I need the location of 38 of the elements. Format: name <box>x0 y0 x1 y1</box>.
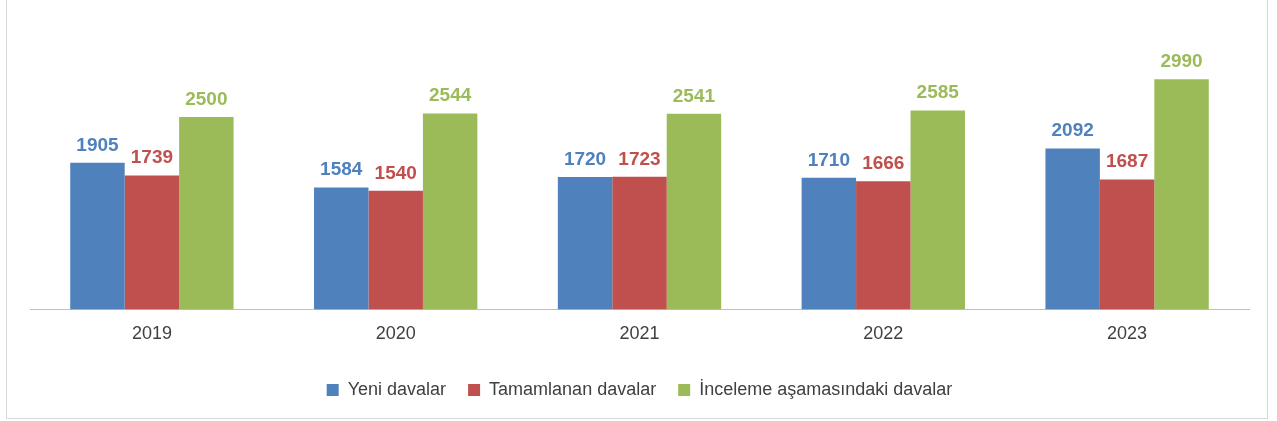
data-label: 2541 <box>672 84 716 106</box>
legend-label: Tamamlanan davalar <box>489 378 657 399</box>
bar <box>314 187 369 310</box>
legend-label: İnceleme aşamasındaki davalar <box>699 378 953 399</box>
data-label: 1720 <box>563 147 607 169</box>
data-label: 2500 <box>185 87 228 109</box>
data-label: 1666 <box>862 151 905 173</box>
x-tick-label: 2021 <box>619 323 660 344</box>
bar <box>557 177 613 310</box>
bar <box>612 176 667 310</box>
x-tick-label: 2022 <box>863 323 904 344</box>
bar <box>422 113 478 310</box>
x-tick-label: 2023 <box>1107 323 1148 344</box>
bar <box>1099 179 1155 310</box>
data-label: 1710 <box>807 148 850 170</box>
bar <box>1154 79 1209 310</box>
data-label: 2990 <box>1160 49 1203 71</box>
bar <box>1045 148 1100 310</box>
data-label: 1687 <box>1105 150 1149 172</box>
data-label: 1723 <box>618 147 661 169</box>
bar <box>910 110 965 310</box>
data-label: 1540 <box>374 161 417 183</box>
bar <box>856 181 911 310</box>
x-tick-label: 2019 <box>131 323 172 344</box>
bar <box>179 116 234 310</box>
x-tick-label: 2020 <box>375 323 416 344</box>
bar <box>666 113 722 310</box>
bar <box>70 162 125 310</box>
data-label: 2092 <box>1051 119 1094 141</box>
data-label: 2544 <box>429 84 472 106</box>
legend-label: Yeni davalar <box>347 378 447 399</box>
data-label: 1905 <box>76 133 120 155</box>
data-label: 1739 <box>130 146 174 168</box>
bar <box>801 177 857 310</box>
bar <box>368 190 423 310</box>
data-label: 1584 <box>320 158 363 180</box>
data-label: 2585 <box>916 81 960 103</box>
bar <box>124 175 180 310</box>
